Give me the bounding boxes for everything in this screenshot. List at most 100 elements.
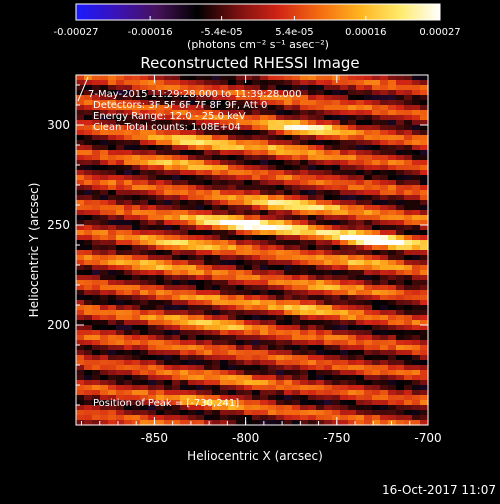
heatmap-cell (284, 250, 293, 256)
heatmap-cell (252, 200, 261, 206)
heatmap-cell (348, 250, 357, 256)
heatmap-cell (324, 305, 333, 311)
heatmap-cell (84, 205, 93, 211)
heatmap-cell (292, 375, 301, 381)
heatmap-cell (156, 245, 165, 251)
heatmap-cell (76, 360, 85, 366)
heatmap-cell (148, 85, 157, 91)
heatmap-cell (236, 330, 245, 336)
heatmap-cell (172, 380, 181, 386)
heatmap-cell (316, 340, 325, 346)
heatmap-cell (84, 420, 93, 426)
heatmap-cell (180, 140, 189, 146)
heatmap-cell (212, 330, 221, 336)
heatmap-cell (108, 165, 117, 171)
heatmap-cell (172, 220, 181, 226)
heatmap-cell (380, 305, 389, 311)
heatmap-cell (404, 95, 413, 101)
heatmap-cell (100, 125, 109, 131)
heatmap-cell (404, 375, 413, 381)
heatmap-cell (308, 110, 317, 116)
heatmap-cell (196, 195, 205, 201)
heatmap-cell (396, 200, 405, 206)
heatmap-cell (196, 385, 205, 391)
heatmap-cell (164, 220, 173, 226)
heatmap-cell (100, 345, 109, 351)
heatmap-cell (140, 235, 149, 241)
heatmap-cell (372, 245, 381, 251)
heatmap-cell (388, 370, 397, 376)
heatmap-cell (228, 415, 237, 421)
heatmap-cell (324, 80, 333, 86)
heatmap-cell (300, 220, 309, 226)
heatmap-cell (268, 310, 277, 316)
heatmap-cell (380, 195, 389, 201)
heatmap-cell (228, 140, 237, 146)
heatmap-cell (276, 190, 285, 196)
heatmap-cell (396, 400, 405, 406)
heatmap-cell (308, 305, 317, 311)
heatmap-cell (316, 390, 325, 396)
heatmap-cell (348, 105, 357, 111)
heatmap-cell (300, 330, 309, 336)
heatmap-cell (260, 250, 269, 256)
heatmap-cell (220, 80, 229, 86)
heatmap-cell (292, 150, 301, 156)
heatmap-cell (332, 345, 341, 351)
heatmap-cell (212, 230, 221, 236)
heatmap-cell (348, 115, 357, 121)
heatmap-cell (364, 405, 373, 411)
heatmap-cell (116, 75, 125, 81)
heatmap-cell (172, 80, 181, 86)
heatmap-cell (348, 300, 357, 306)
heatmap-cell (188, 410, 197, 416)
heatmap-cell (196, 145, 205, 151)
heatmap-cell (204, 115, 213, 121)
heatmap-cell (244, 270, 253, 276)
heatmap-cell (116, 330, 125, 336)
heatmap-cell (284, 245, 293, 251)
heatmap-cell (188, 165, 197, 171)
heatmap-cell (340, 185, 349, 191)
heatmap-cell (204, 290, 213, 296)
heatmap-cell (340, 85, 349, 91)
heatmap-cell (276, 370, 285, 376)
heatmap-cell (332, 245, 341, 251)
heatmap-cell (220, 235, 229, 241)
heatmap-cell (284, 120, 293, 126)
heatmap-cell (300, 230, 309, 236)
heatmap-cell (188, 135, 197, 141)
heatmap-cell (388, 355, 397, 361)
heatmap-cell (188, 80, 197, 86)
heatmap-cell (156, 365, 165, 371)
heatmap-cell (380, 355, 389, 361)
heatmap-cell (340, 370, 349, 376)
heatmap-cell (148, 390, 157, 396)
heatmap-cell (260, 405, 269, 411)
heatmap-cell (316, 255, 325, 261)
heatmap-cell (204, 210, 213, 216)
heatmap-cell (252, 235, 261, 241)
heatmap-cell (396, 405, 405, 411)
heatmap-cell (140, 395, 149, 401)
heatmap-cell (116, 380, 125, 386)
heatmap-cell (140, 355, 149, 361)
heatmap-cell (156, 330, 165, 336)
heatmap-cell (348, 420, 357, 426)
heatmap-cell (172, 390, 181, 396)
heatmap-cell (340, 220, 349, 226)
heatmap-cell (92, 265, 101, 271)
heatmap-cell (140, 195, 149, 201)
heatmap-cell (84, 110, 93, 116)
heatmap-cell (284, 300, 293, 306)
heatmap-cell (204, 240, 213, 246)
heatmap-cell (116, 320, 125, 326)
heatmap-cell (228, 105, 237, 111)
heatmap-cell (228, 100, 237, 106)
heatmap-cell (172, 300, 181, 306)
heatmap-cell (204, 195, 213, 201)
heatmap-cell (364, 130, 373, 136)
heatmap-cell (404, 285, 413, 291)
heatmap-cell (188, 395, 197, 401)
heatmap-cell (380, 215, 389, 221)
